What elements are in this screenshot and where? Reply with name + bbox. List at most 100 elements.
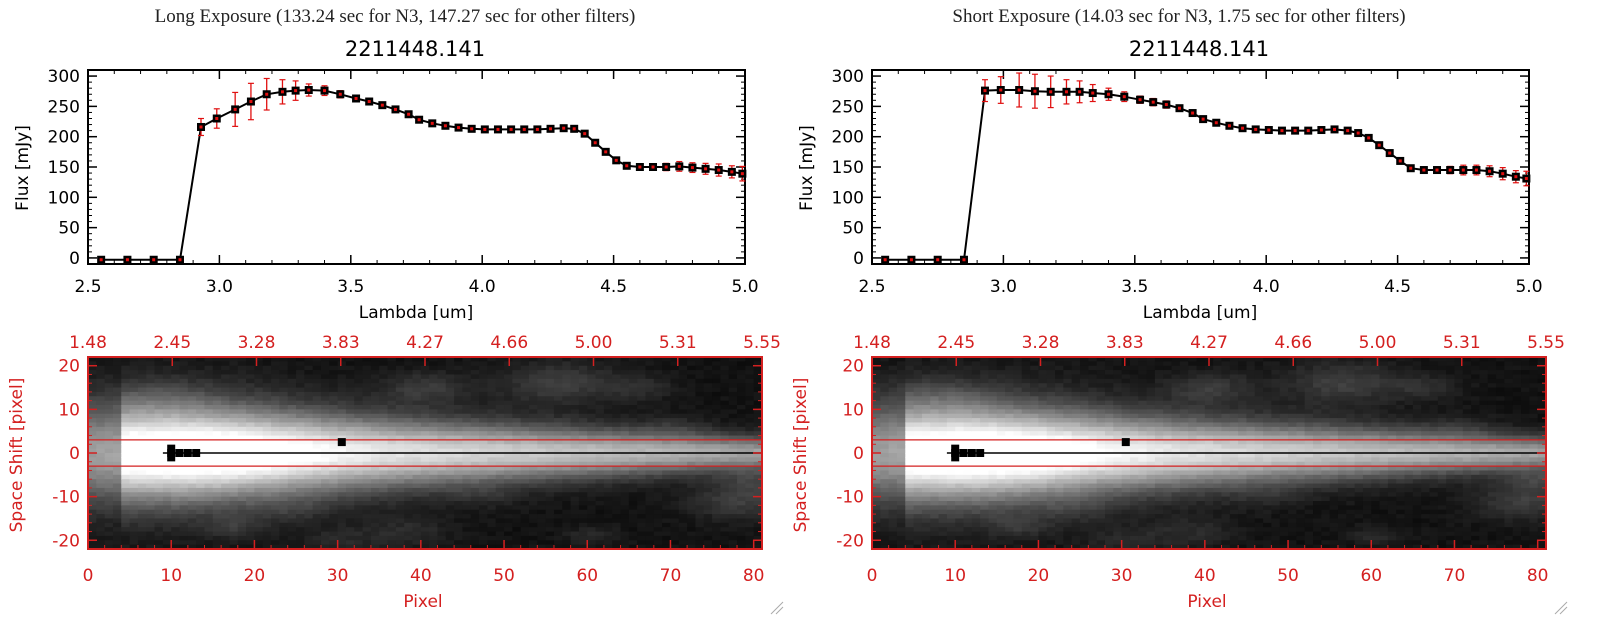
image-pixel xyxy=(938,518,948,524)
plot-frame xyxy=(871,69,1530,265)
image-pixel xyxy=(354,444,364,450)
image-pixel xyxy=(229,514,239,520)
image-pixel xyxy=(246,378,256,384)
image-pixel xyxy=(246,492,256,498)
image-pixel xyxy=(562,422,572,428)
image-pixel xyxy=(637,418,647,424)
image-pixel xyxy=(162,466,172,472)
image-pixel xyxy=(930,365,940,371)
image-pixel xyxy=(905,383,915,389)
image-pixel xyxy=(512,487,522,493)
image-pixel xyxy=(687,439,697,445)
image-pixel xyxy=(454,361,464,367)
image-pixel xyxy=(905,426,915,432)
image-pixel xyxy=(578,483,588,489)
image-pixel xyxy=(404,374,414,380)
image-pixel xyxy=(520,413,530,419)
x-tick-label: 3.0 xyxy=(990,277,1017,297)
image-pixel xyxy=(312,387,322,393)
image-pixel xyxy=(955,466,965,472)
image-pixel xyxy=(237,444,247,450)
image-pixel xyxy=(872,413,881,419)
image-pixel xyxy=(872,409,881,415)
image-pixel xyxy=(370,483,380,489)
image-pixel xyxy=(104,540,114,546)
image-pixel xyxy=(562,361,572,367)
image-pixel xyxy=(628,405,638,410)
image-pixel xyxy=(737,435,746,441)
image-pixel xyxy=(162,531,172,537)
image-pixel xyxy=(370,496,380,502)
image-pixel xyxy=(695,470,705,476)
image-pixel xyxy=(487,483,497,489)
image-pixel xyxy=(562,431,572,437)
image-pixel xyxy=(212,461,222,467)
image-pixel xyxy=(462,405,472,410)
image-pixel xyxy=(587,544,597,550)
image-pixel xyxy=(753,540,763,546)
image-pixel xyxy=(237,483,247,489)
image-pixel xyxy=(412,531,422,537)
image-pixel xyxy=(553,444,563,450)
image-pixel xyxy=(529,361,538,367)
image-pixel xyxy=(387,426,397,432)
image-pixel xyxy=(921,431,931,437)
image-pixel xyxy=(229,422,239,428)
image-pixel xyxy=(412,361,422,367)
image-pixel xyxy=(379,527,389,533)
image-pixel xyxy=(454,422,464,428)
image-pixel xyxy=(420,396,430,402)
image-pixel xyxy=(603,400,613,406)
image-pixel xyxy=(96,418,106,424)
image-pixel xyxy=(420,374,430,380)
image-pixel xyxy=(462,418,472,424)
image-pixel xyxy=(529,483,538,489)
image-pixel xyxy=(162,431,172,437)
image-pixel xyxy=(720,422,730,428)
image-pixel xyxy=(279,535,289,541)
image-pixel xyxy=(745,457,755,463)
image-pixel xyxy=(462,448,472,454)
image-pixel xyxy=(872,378,881,384)
image-pixel xyxy=(905,439,915,445)
image-pixel xyxy=(595,383,605,389)
image-pixel xyxy=(687,409,697,415)
image-pixel xyxy=(262,422,272,428)
image-pixel xyxy=(279,387,289,393)
image-pixel xyxy=(296,370,305,376)
image-pixel xyxy=(445,453,455,458)
image-pixel xyxy=(345,461,355,467)
image-pixel xyxy=(212,479,222,485)
image-pixel xyxy=(670,518,680,524)
image-pixel xyxy=(662,527,672,533)
image-pixel xyxy=(121,457,131,463)
image-pixel xyxy=(955,544,965,550)
image-pixel xyxy=(304,487,314,493)
image-pixel xyxy=(495,374,505,380)
image-pixel xyxy=(703,527,713,533)
data-point-center xyxy=(99,258,103,262)
image-pixel xyxy=(462,365,472,371)
image-pixel xyxy=(620,474,630,480)
image-pixel xyxy=(462,431,472,437)
image-pixel xyxy=(237,400,247,406)
image-pixel xyxy=(745,405,755,410)
data-point-center xyxy=(354,96,358,100)
image-pixel xyxy=(212,544,222,550)
image-pixel xyxy=(304,461,314,467)
image-pixel xyxy=(628,378,638,384)
image-pixel xyxy=(412,370,422,376)
image-pixel xyxy=(320,405,330,410)
image-pixel xyxy=(320,483,330,489)
image-pixel xyxy=(345,374,355,380)
image-pixel xyxy=(271,483,280,489)
image-pixel xyxy=(345,370,355,376)
image-pixel xyxy=(420,418,430,424)
image-pixel xyxy=(529,509,538,515)
image-pixel xyxy=(570,435,580,441)
image-pixel xyxy=(454,374,464,380)
image-pixel xyxy=(921,422,931,428)
data-point-center xyxy=(215,117,219,120)
image-pixel xyxy=(279,413,289,419)
image-pixel xyxy=(612,400,622,406)
